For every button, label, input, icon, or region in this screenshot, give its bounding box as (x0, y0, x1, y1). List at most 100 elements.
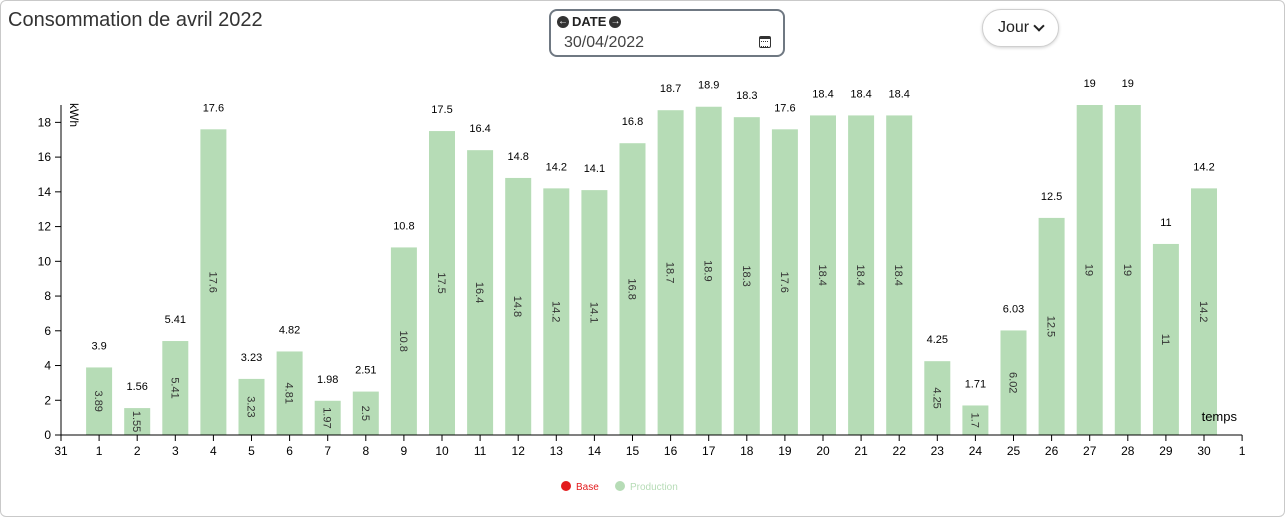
date-header: ← DATE → (557, 14, 622, 29)
bar-top-label: 11 (1160, 217, 1171, 229)
arrow-right-circle-icon[interactable]: → (609, 15, 622, 28)
bar-inner-label: 6.02 (1007, 372, 1019, 393)
x-tick-label: 8 (362, 444, 369, 458)
legend-label: Base (576, 482, 599, 493)
y-axis-label: kWh (67, 103, 81, 127)
bar (581, 190, 608, 435)
bar (1038, 217, 1065, 435)
bar (771, 129, 798, 435)
x-tick-label: 31 (54, 444, 68, 458)
bar (1114, 105, 1141, 435)
bar (1076, 105, 1103, 435)
x-tick-label: 1 (1239, 444, 1246, 458)
bar-inner-label: 18.4 (892, 264, 904, 285)
y-tick-label: 8 (44, 289, 51, 303)
x-tick-label: 20 (816, 444, 830, 458)
x-tick-label: 29 (1159, 444, 1173, 458)
bar-top-label: 3.23 (241, 352, 262, 364)
bar-inner-label: 14.2 (549, 301, 561, 322)
bar (695, 106, 722, 435)
bar-inner-label: 17.6 (206, 271, 218, 292)
page-title: Consommation de avril 2022 (8, 9, 263, 31)
bar-inner-label: 18.4 (816, 264, 828, 285)
calendar-icon[interactable] (759, 36, 771, 48)
bar-top-label: 14.2 (1193, 161, 1214, 173)
date-picker[interactable]: ← DATE → 30/04/2022 (549, 9, 785, 57)
bar-top-label: 18.4 (888, 88, 909, 100)
bar-top-label: 14.8 (507, 151, 528, 163)
bar-inner-label: 18.9 (702, 260, 714, 281)
bar (314, 400, 341, 435)
bar (86, 367, 113, 435)
bar-top-label: 2.51 (355, 365, 376, 377)
bar-top-label: 4.25 (927, 334, 948, 346)
bar (505, 177, 532, 435)
bar-inner-label: 14.1 (587, 302, 599, 323)
bar-inner-label: 17.5 (435, 272, 447, 293)
bar-inner-label: 1.55 (130, 411, 142, 432)
bar-inner-label: 5.41 (168, 377, 180, 398)
x-tick-label: 22 (893, 444, 907, 458)
bar-top-label: 5.41 (165, 314, 186, 326)
bar-top-label: 16.8 (622, 116, 643, 128)
bar (1152, 243, 1179, 435)
bar (886, 115, 913, 435)
bar-top-label: 17.6 (203, 102, 224, 114)
bar-top-label: 6.03 (1003, 303, 1024, 315)
bar (1000, 330, 1027, 435)
x-tick-label: 1 (96, 444, 103, 458)
date-label: DATE (572, 14, 607, 29)
bar-inner-label: 14.8 (511, 296, 523, 317)
x-tick-label: 27 (1083, 444, 1097, 458)
bar-inner-label: 10.8 (397, 330, 409, 351)
bar-top-label: 19 (1122, 78, 1134, 90)
bar-top-label: 1.56 (126, 381, 147, 393)
bar-inner-label: 18.7 (664, 262, 676, 283)
bar-inner-label: 4.25 (930, 387, 942, 408)
bar-inner-label: 17.6 (778, 271, 790, 292)
x-tick-label: 6 (286, 444, 293, 458)
bar (924, 361, 951, 435)
bar-inner-label: 1.7 (968, 413, 980, 428)
bar-top-label: 16.4 (469, 123, 490, 135)
legend-swatch (615, 481, 625, 491)
bar-inner-label: 18.4 (854, 264, 866, 285)
bar (1191, 188, 1217, 435)
bar (543, 188, 570, 435)
bar-top-label: 18.7 (660, 83, 681, 95)
bar (238, 378, 265, 435)
view-select[interactable]: Jour (982, 9, 1059, 47)
bar-top-label: 1.98 (317, 374, 338, 386)
bar (124, 408, 151, 435)
x-tick-label: 4 (210, 444, 217, 458)
arrow-left-circle-icon[interactable]: ← (557, 15, 569, 28)
bar-top-label: 1.71 (965, 378, 986, 390)
y-tick-label: 0 (44, 428, 51, 442)
y-tick-label: 4 (44, 359, 51, 373)
y-tick-label: 2 (44, 393, 51, 407)
y-tick-label: 10 (38, 254, 52, 268)
legend-label: Production (630, 482, 678, 493)
x-tick-label: 7 (324, 444, 331, 458)
x-tick-label: 23 (931, 444, 945, 458)
bar (467, 150, 494, 435)
x-tick-label: 9 (401, 444, 408, 458)
x-tick-label: 28 (1121, 444, 1135, 458)
bar (162, 341, 189, 435)
x-tick-label: 25 (1007, 444, 1021, 458)
y-tick-label: 16 (38, 150, 52, 164)
bar (200, 129, 227, 435)
x-tick-label: 16 (664, 444, 678, 458)
x-tick-label: 18 (740, 444, 754, 458)
x-tick-label: 21 (854, 444, 868, 458)
bar (276, 351, 303, 435)
bar-inner-label: 18.3 (740, 265, 752, 286)
bar-top-label: 10.8 (393, 220, 414, 232)
x-tick-label: 5 (248, 444, 255, 458)
date-input[interactable]: 30/04/2022 (564, 34, 645, 51)
bar-top-label: 14.2 (546, 161, 567, 173)
bar-inner-label: 16.8 (626, 278, 638, 299)
bar-inner-label: 3.89 (92, 391, 104, 412)
bar (810, 115, 836, 435)
x-tick-label: 3 (172, 444, 179, 458)
